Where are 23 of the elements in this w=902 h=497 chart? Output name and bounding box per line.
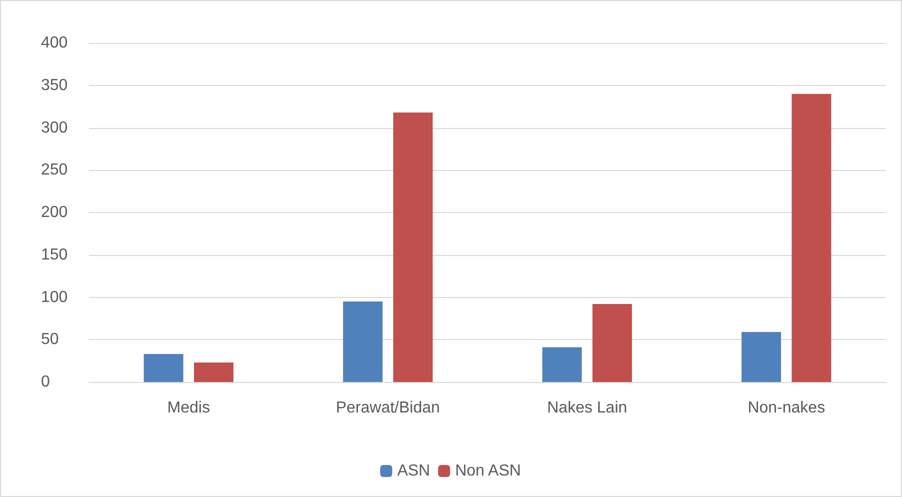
y-tick-label: 400 (41, 34, 68, 52)
bar (542, 347, 582, 382)
y-tick-label: 250 (41, 162, 68, 179)
y-tick-label: 150 (41, 246, 68, 264)
bar (343, 301, 383, 382)
y-tick-label: 50 (41, 331, 59, 348)
bar (194, 362, 234, 382)
x-tick-label: Perawat/Bidan (336, 400, 440, 416)
bar (144, 354, 184, 382)
bar (393, 112, 433, 382)
y-tick-label: 200 (41, 204, 68, 221)
y-tick-label: 350 (41, 76, 68, 94)
bar (742, 332, 782, 382)
y-tick-label: 300 (41, 119, 68, 136)
legend-label: ASN (397, 462, 430, 480)
y-tick-label: 0 (41, 374, 50, 390)
x-tick-label: Non-nakes (748, 400, 826, 416)
bar (592, 304, 632, 382)
bar (792, 94, 832, 382)
x-tick-label: Nakes Lain (547, 400, 628, 416)
y-tick-label: 100 (41, 288, 68, 306)
x-tick-label: Medis (167, 400, 210, 416)
legend-label: Non ASN (455, 462, 521, 480)
